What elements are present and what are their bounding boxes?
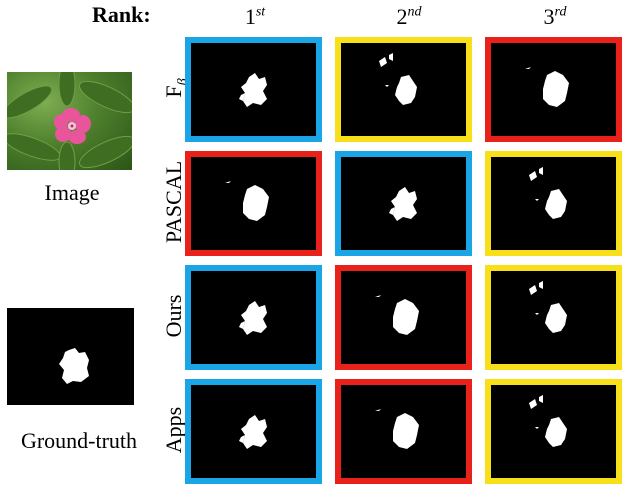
row-label-apps: Apps — [161, 406, 186, 454]
mask-frame-r2-c1 — [185, 151, 322, 256]
mask-frame-r1-c3 — [485, 37, 622, 142]
segmentation-mask — [529, 167, 567, 219]
segmentation-mask — [375, 409, 419, 449]
mask-frame-r3-c3 — [485, 265, 622, 370]
ground-truth-image — [7, 308, 134, 405]
segmentation-mask — [379, 53, 417, 105]
column-header-3: 3rd — [543, 4, 567, 29]
mask-frame-r2-c3 — [485, 151, 622, 256]
input-image — [7, 72, 132, 170]
segmentation-mask — [375, 295, 419, 335]
rank-label: Rank: — [92, 2, 151, 27]
segmentation-mask — [389, 187, 417, 221]
mask-frame-r1-c1 — [185, 37, 322, 142]
column-header-1: 1st — [244, 4, 266, 29]
segmentation-mask — [239, 301, 267, 335]
segmentation-mask — [529, 281, 567, 333]
mask-frame-r2-c2 — [335, 151, 472, 256]
mask-frame-r1-c2 — [335, 37, 472, 142]
segmentation-mask — [239, 73, 267, 107]
segmentation-mask — [239, 415, 267, 449]
row-label-fbeta: Fβ — [161, 78, 191, 98]
ground-truth-label: Ground-truth — [20, 428, 138, 453]
column-header-2: 2nd — [396, 4, 422, 29]
mask-frame-r4-c2 — [335, 379, 472, 484]
row-label-pascal: PASCAL — [161, 160, 186, 244]
segmentation-mask — [529, 395, 567, 447]
mask-frame-r4-c1 — [185, 379, 322, 484]
mask-frame-r3-c1 — [185, 265, 322, 370]
segmentation-mask — [225, 181, 269, 221]
segmentation-mask — [525, 67, 569, 107]
mask-frame-r4-c3 — [485, 379, 622, 484]
row-label-ours: Ours — [161, 294, 186, 338]
image-label: Image — [44, 180, 100, 205]
mask-frame-r3-c2 — [335, 265, 472, 370]
